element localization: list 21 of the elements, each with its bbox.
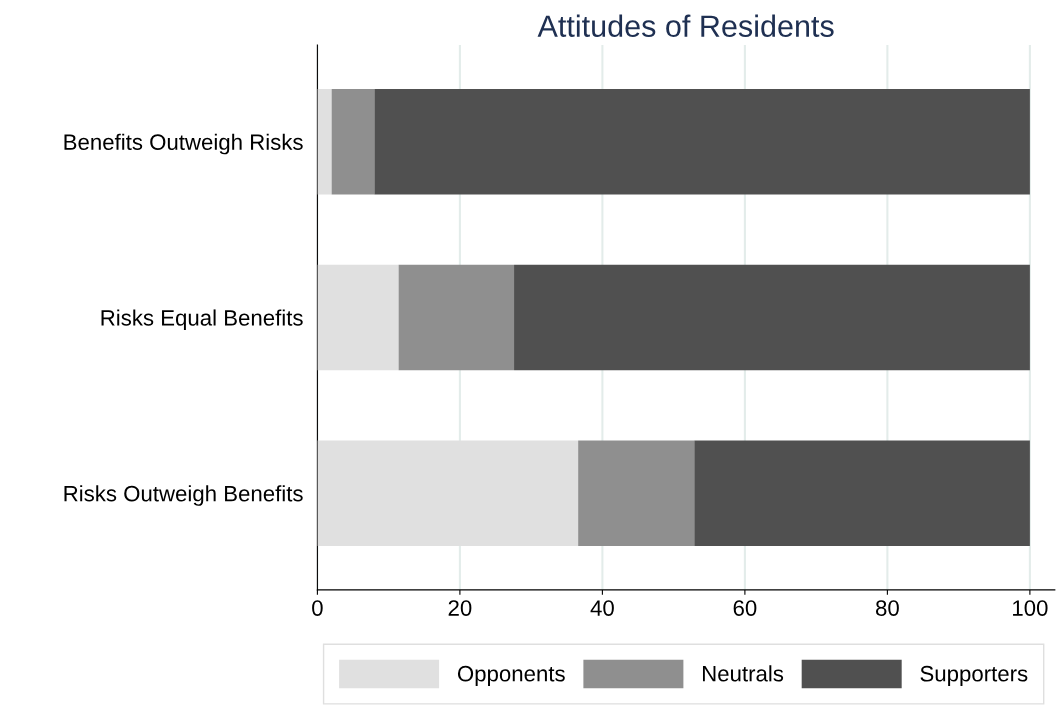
bar bbox=[694, 440, 1030, 546]
x-tick-label: 80 bbox=[876, 600, 899, 616]
x-tick-label: 0 bbox=[312, 600, 323, 616]
y-tick-label: Risks Equal Benefits bbox=[101, 309, 303, 331]
bar bbox=[317, 264, 399, 371]
x-tick-label: 40 bbox=[590, 600, 614, 616]
bar bbox=[514, 264, 1030, 371]
x-tick-label: 20 bbox=[448, 600, 472, 616]
chart-title: Attitudes of Residents bbox=[537, 14, 834, 38]
bar bbox=[374, 88, 1030, 195]
legend-label: Supporters bbox=[920, 665, 1028, 686]
bar bbox=[398, 264, 515, 371]
x-tick-label: 60 bbox=[733, 600, 757, 616]
bar bbox=[331, 88, 375, 195]
bar bbox=[317, 88, 332, 195]
legend-label: Neutrals bbox=[702, 665, 784, 682]
y-tick-label: Benefits Outweigh Risks bbox=[64, 133, 303, 155]
x-tick-label: 100 bbox=[1013, 600, 1048, 616]
legend-label: Opponents bbox=[457, 665, 565, 686]
bar bbox=[578, 440, 695, 546]
y-tick-label: Risks Outweigh Benefits bbox=[64, 485, 303, 506]
